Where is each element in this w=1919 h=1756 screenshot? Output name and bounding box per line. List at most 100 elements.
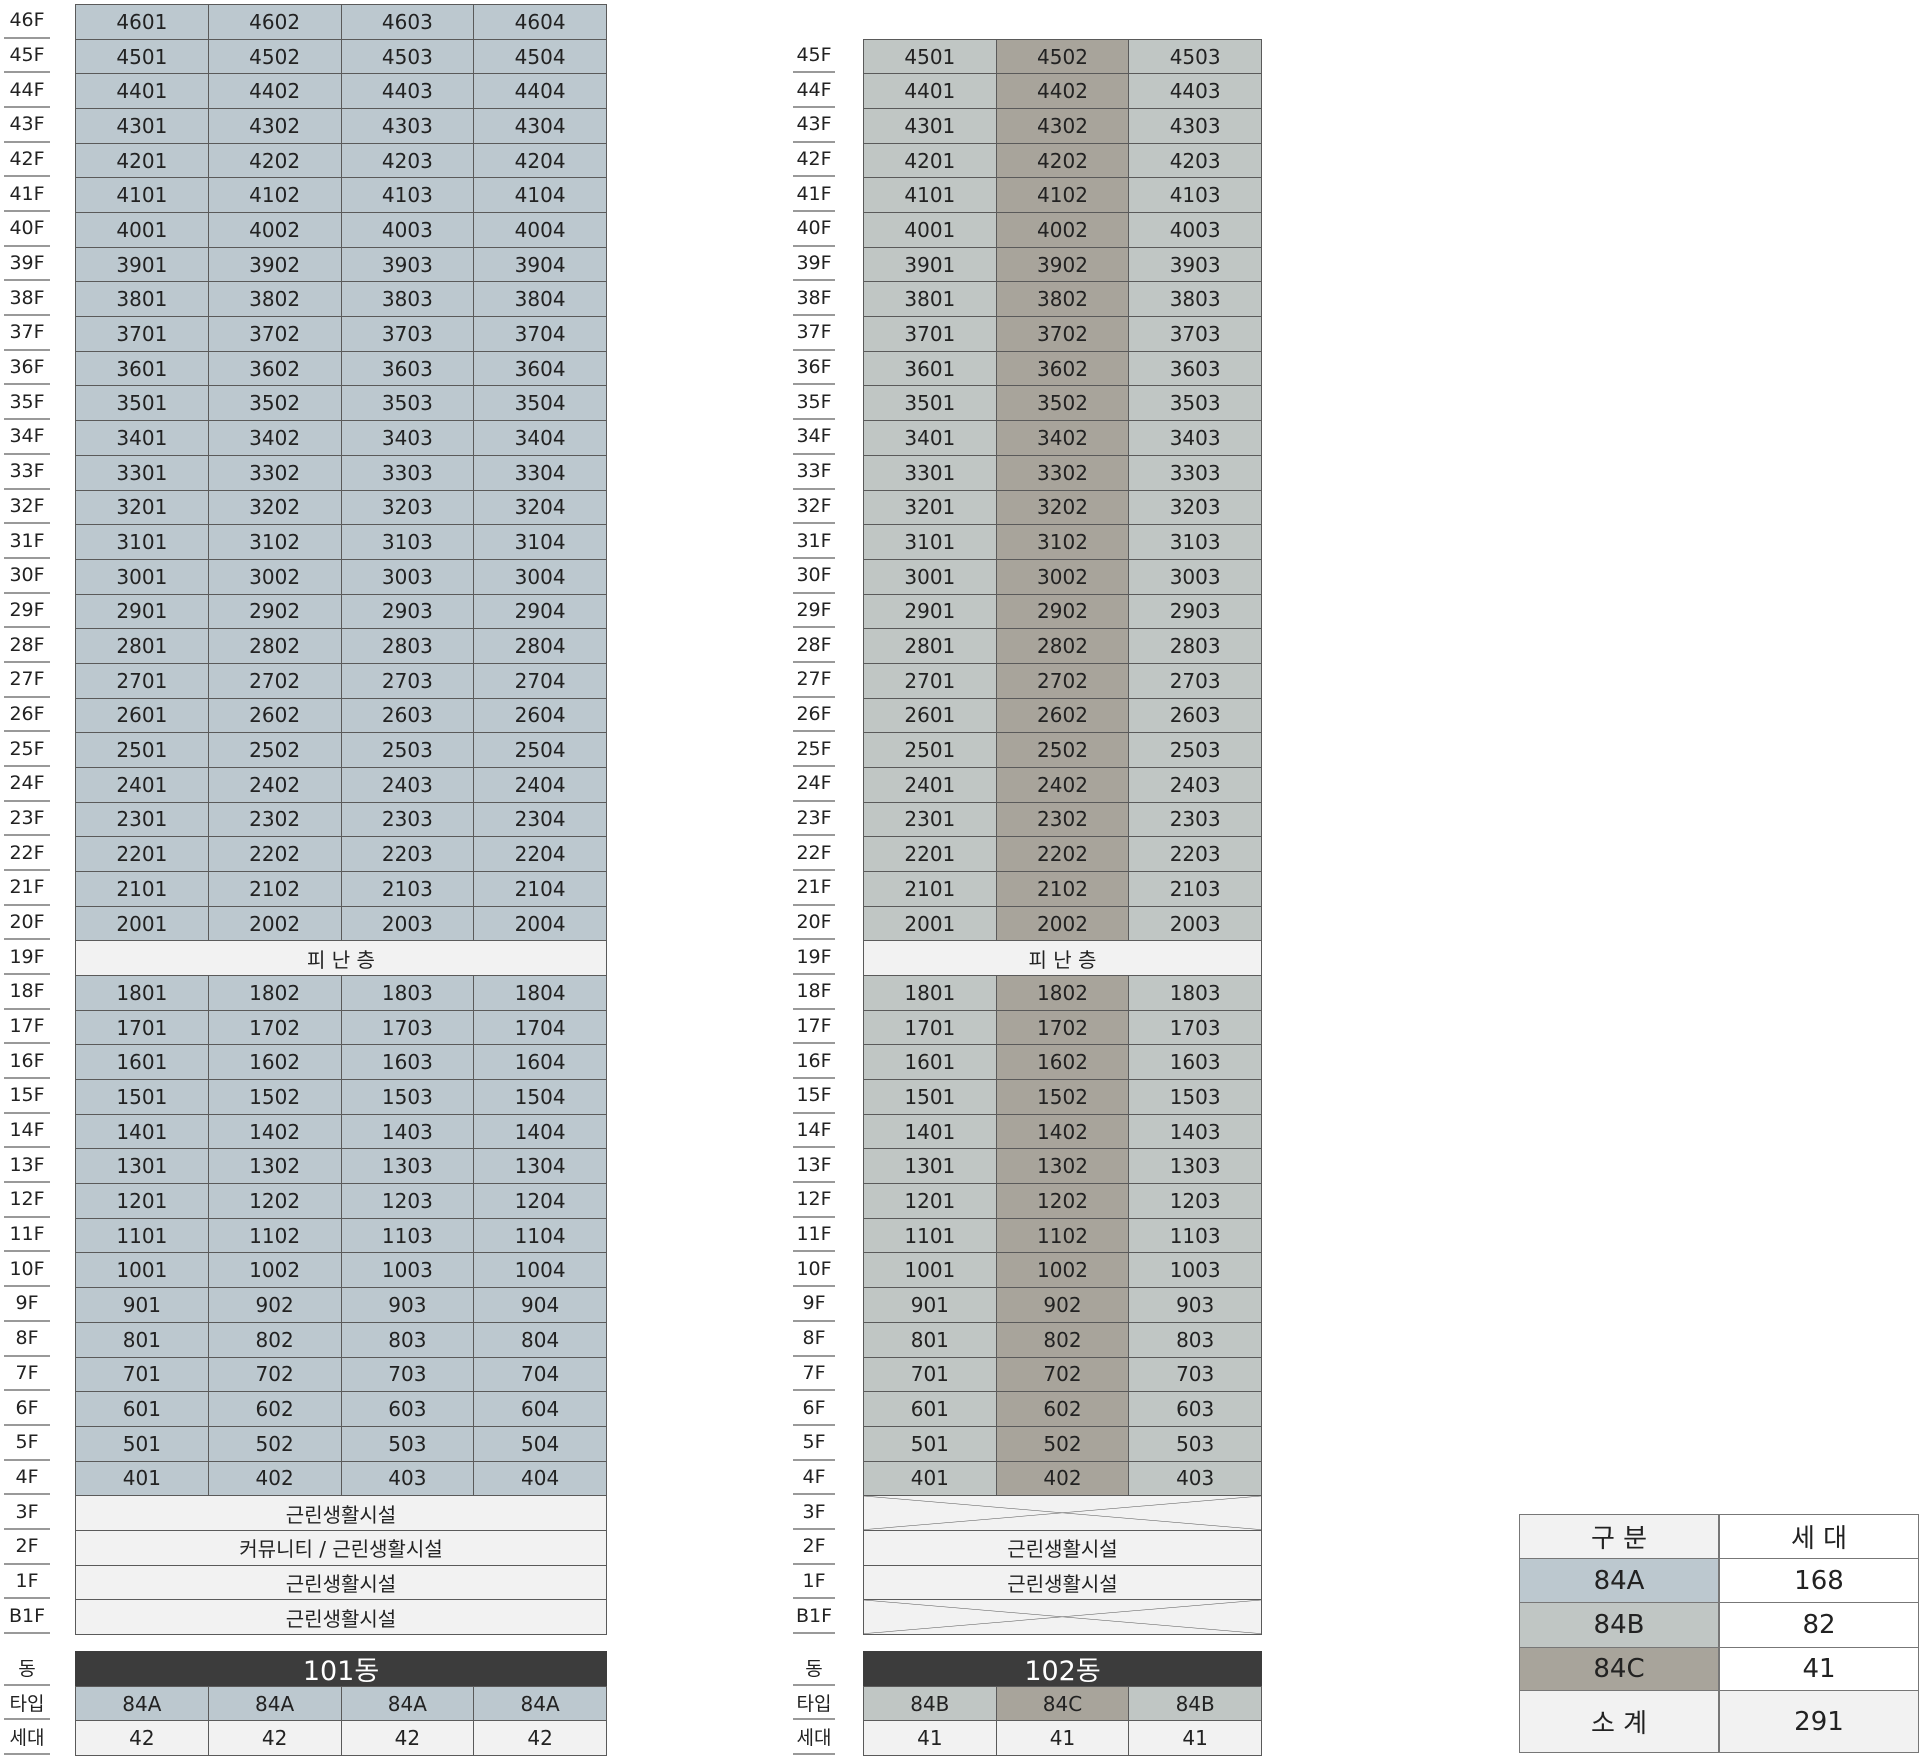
unit-cell[interactable]: 2101 xyxy=(863,871,997,907)
unit-cell[interactable]: 3903 xyxy=(1128,246,1262,283)
unit-cell[interactable]: 4402 xyxy=(995,73,1130,110)
unit-cell[interactable]: 2903 xyxy=(340,593,475,630)
unit-cell[interactable]: 503 xyxy=(340,1425,475,1462)
unit-cell[interactable]: 3501 xyxy=(75,385,209,422)
unit-cell[interactable]: 3701 xyxy=(863,316,997,352)
unit-cell[interactable]: 2103 xyxy=(340,871,475,907)
unit-cell[interactable]: 3301 xyxy=(863,454,997,491)
unit-cell[interactable]: 1002 xyxy=(207,1252,342,1289)
unit-cell[interactable]: 3501 xyxy=(863,385,997,422)
unit-cell[interactable]: 601 xyxy=(863,1391,997,1427)
unit-cell[interactable]: 3203 xyxy=(1128,489,1262,526)
unit-cell[interactable]: 1501 xyxy=(863,1079,997,1115)
unit-cell[interactable]: 703 xyxy=(1128,1356,1262,1393)
unit-cell[interactable]: 4001 xyxy=(75,212,209,248)
unit-cell[interactable]: 1604 xyxy=(473,1044,607,1081)
unit-cell[interactable]: 1201 xyxy=(75,1183,209,1219)
unit-cell[interactable]: 2501 xyxy=(863,732,997,768)
unit-cell[interactable]: 2804 xyxy=(473,628,607,664)
unit-cell[interactable]: 1103 xyxy=(340,1217,475,1254)
unit-cell[interactable]: 2003 xyxy=(340,905,475,942)
unit-cell[interactable]: 403 xyxy=(340,1460,475,1497)
unit-cell[interactable]: 2302 xyxy=(207,801,342,838)
unit-cell[interactable]: 2201 xyxy=(75,836,209,872)
unit-cell[interactable]: 902 xyxy=(207,1287,342,1323)
unit-cell[interactable]: 3803 xyxy=(340,281,475,318)
unit-cell[interactable]: 3202 xyxy=(995,489,1130,526)
unit-cell[interactable]: 2601 xyxy=(863,697,997,734)
unit-cell[interactable]: 803 xyxy=(340,1321,475,1358)
unit-cell[interactable]: 2803 xyxy=(340,628,475,664)
unit-cell[interactable]: 4202 xyxy=(207,142,342,179)
unit-cell[interactable]: 2201 xyxy=(863,836,997,872)
unit-cell[interactable]: 1304 xyxy=(473,1148,607,1185)
unit-cell[interactable]: 2604 xyxy=(473,697,607,734)
unit-cell[interactable]: 3401 xyxy=(75,420,209,456)
unit-cell[interactable]: 703 xyxy=(340,1356,475,1393)
unit-cell[interactable]: 4301 xyxy=(863,108,997,144)
unit-cell[interactable]: 2904 xyxy=(473,593,607,630)
unit-cell[interactable]: 1102 xyxy=(207,1217,342,1254)
unit-cell[interactable]: 801 xyxy=(75,1321,209,1358)
unit-cell[interactable]: 3303 xyxy=(1128,454,1262,491)
unit-cell[interactable]: 4003 xyxy=(340,212,475,248)
unit-cell[interactable]: 3201 xyxy=(863,489,997,526)
unit-cell[interactable]: 3102 xyxy=(995,524,1130,560)
unit-cell[interactable]: 3401 xyxy=(863,420,997,456)
unit-cell[interactable]: 701 xyxy=(75,1356,209,1393)
unit-cell[interactable]: 4203 xyxy=(1128,142,1262,179)
unit-cell[interactable]: 1502 xyxy=(995,1079,1130,1115)
unit-cell[interactable]: 3903 xyxy=(340,246,475,283)
unit-cell[interactable]: 1203 xyxy=(1128,1183,1262,1219)
unit-cell[interactable]: 4603 xyxy=(340,4,475,40)
unit-cell[interactable]: 1602 xyxy=(995,1044,1130,1081)
unit-cell[interactable]: 401 xyxy=(75,1460,209,1497)
unit-cell[interactable]: 1801 xyxy=(75,975,209,1011)
unit-cell[interactable]: 4002 xyxy=(995,212,1130,248)
unit-cell[interactable]: 2802 xyxy=(995,628,1130,664)
unit-cell[interactable]: 2301 xyxy=(863,801,997,838)
unit-cell[interactable]: 4502 xyxy=(207,38,342,75)
unit-cell[interactable]: 3101 xyxy=(863,524,997,560)
unit-cell[interactable]: 1502 xyxy=(207,1079,342,1115)
unit-cell[interactable]: 3303 xyxy=(340,454,475,491)
unit-cell[interactable]: 804 xyxy=(473,1321,607,1358)
unit-cell[interactable]: 502 xyxy=(995,1425,1130,1462)
unit-cell[interactable]: 802 xyxy=(207,1321,342,1358)
unit-cell[interactable]: 503 xyxy=(1128,1425,1262,1462)
unit-cell[interactable]: 4301 xyxy=(75,108,209,144)
unit-cell[interactable]: 3403 xyxy=(340,420,475,456)
unit-cell[interactable]: 1002 xyxy=(995,1252,1130,1289)
unit-cell[interactable]: 2404 xyxy=(473,766,607,803)
unit-cell[interactable]: 802 xyxy=(995,1321,1130,1358)
unit-cell[interactable]: 1301 xyxy=(75,1148,209,1185)
unit-cell[interactable]: 2901 xyxy=(863,593,997,630)
unit-cell[interactable]: 4202 xyxy=(995,142,1130,179)
unit-cell[interactable]: 702 xyxy=(995,1356,1130,1393)
unit-cell[interactable]: 4101 xyxy=(863,177,997,214)
unit-cell[interactable]: 2602 xyxy=(207,697,342,734)
unit-cell[interactable]: 401 xyxy=(863,1460,997,1497)
unit-cell[interactable]: 2602 xyxy=(995,697,1130,734)
unit-cell[interactable]: 3504 xyxy=(473,385,607,422)
unit-cell[interactable]: 2303 xyxy=(340,801,475,838)
unit-cell[interactable]: 2001 xyxy=(75,905,209,942)
unit-cell[interactable]: 4402 xyxy=(207,73,342,110)
unit-cell[interactable]: 603 xyxy=(1128,1391,1262,1427)
unit-cell[interactable]: 2903 xyxy=(1128,593,1262,630)
unit-cell[interactable]: 1804 xyxy=(473,975,607,1011)
unit-cell[interactable]: 3902 xyxy=(995,246,1130,283)
unit-cell[interactable]: 3103 xyxy=(340,524,475,560)
unit-cell[interactable]: 3302 xyxy=(995,454,1130,491)
unit-cell[interactable]: 2301 xyxy=(75,801,209,838)
unit-cell[interactable]: 1302 xyxy=(995,1148,1130,1185)
unit-cell[interactable]: 1102 xyxy=(995,1217,1130,1254)
unit-cell[interactable]: 4503 xyxy=(1128,38,1262,75)
unit-cell[interactable]: 4102 xyxy=(207,177,342,214)
unit-cell[interactable]: 1001 xyxy=(75,1252,209,1289)
unit-cell[interactable]: 3002 xyxy=(207,558,342,595)
unit-cell[interactable]: 4602 xyxy=(207,4,342,40)
unit-cell[interactable]: 4104 xyxy=(473,177,607,214)
unit-cell[interactable]: 3904 xyxy=(473,246,607,283)
unit-cell[interactable]: 3801 xyxy=(75,281,209,318)
